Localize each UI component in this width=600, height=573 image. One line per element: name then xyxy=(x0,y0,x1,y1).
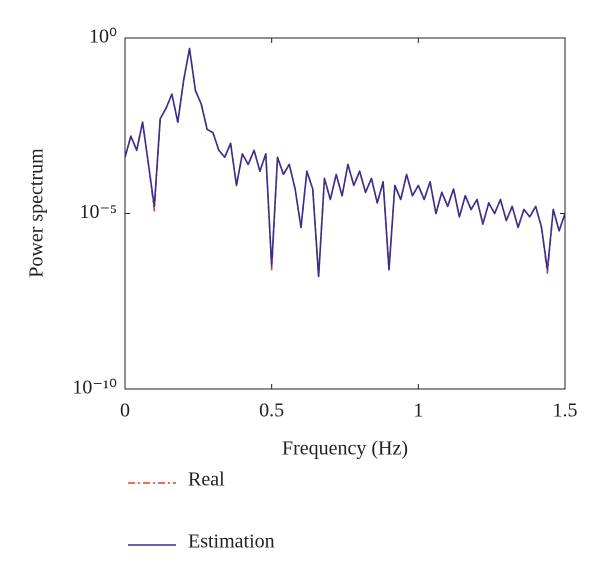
x-tick-label: 0.5 xyxy=(259,400,284,422)
legend-label: Real xyxy=(188,469,225,491)
plot-frame xyxy=(124,37,566,390)
y-tick-label: 10⁻¹⁰ xyxy=(72,377,117,399)
y-tick-label: 10⁻⁵ xyxy=(79,201,117,223)
line-series xyxy=(124,47,566,278)
x-tick-label: 1 xyxy=(413,400,423,422)
y-axis-label: Power spectrum xyxy=(26,148,48,278)
legend-label: Estimation xyxy=(188,531,275,553)
x-axis-label: Frequency (Hz) xyxy=(282,438,408,460)
line-series xyxy=(124,47,566,278)
y-tick-label: 10⁰ xyxy=(89,26,117,48)
x-tick-label: 1.5 xyxy=(553,400,578,422)
x-tick-label: 0 xyxy=(120,400,130,422)
